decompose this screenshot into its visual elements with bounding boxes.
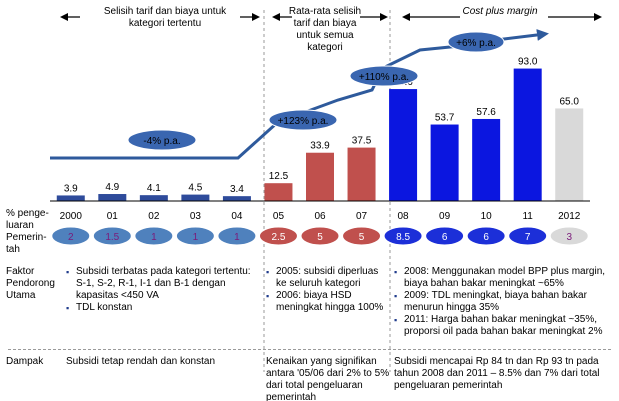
pct-value-09: 6 [442,232,448,243]
pct-oval-11 [508,226,548,246]
category-label-05: 05 [273,211,285,222]
value-label-09: 53.7 [435,113,455,124]
bar-06 [306,152,334,201]
bar-04 [222,196,251,201]
growth-label-4: +6% p.a. [456,38,496,49]
driver-row-label: Faktor Pendorong Utama [6,266,55,301]
growth-label-1: -4% p.a. [143,136,180,147]
bar-02 [139,195,168,201]
driver-item: TDL konstan [66,302,262,314]
pct-value-10: 6 [483,232,489,243]
pct-value-03: 1 [193,232,199,243]
pct-value-05: 2.5 [272,232,286,243]
value-label-05: 12.5 [269,171,289,182]
category-label-04: 04 [231,211,243,222]
driver-item: 2008: Menggunakan model BPP plus margin,… [394,266,616,290]
pct-value-01: 1.5 [105,232,119,243]
driver-item: Subsidi terbatas pada kategori tertentu:… [66,266,262,302]
pct-value-07: 5 [359,232,365,243]
driver-item: 2011: Harga bahan bakar meningkat ~35%, … [394,314,616,338]
pct-value-2000: 2 [68,232,74,243]
value-label-02: 4.1 [147,183,161,194]
bar-01 [98,194,127,201]
drivers-period-1: Subsidi terbatas pada kategori tertentu:… [66,266,262,314]
category-label-10: 10 [481,211,493,222]
pct-oval-2012 [549,226,589,246]
pct-oval-03 [175,226,215,246]
period-1-header: Selisih tarif dan biaya untuk kategori t… [103,6,227,29]
bar-2000 [56,195,85,201]
impact-row-label: Dampak [6,356,44,367]
pct-ovals-layer: 2 1.5 1 1 1 2.5 5 5 8.5 6 6 7 3 [51,226,589,246]
pct-value-06: 5 [317,232,323,243]
pct-value-2012: 3 [566,232,572,243]
pct-value-04: 1 [234,232,240,243]
bar-10 [472,118,501,201]
driver-item: 2006: biaya HSD meningkat hingga 100% [266,290,390,314]
growth-label-3: +110% p.a. [359,72,409,83]
drivers-period-2: 2005: subsidi diperluas ke seluruh kateg… [266,266,390,314]
driver-item: 2005: subsidi diperluas ke seluruh kateg… [266,266,390,290]
drivers-period-3: 2008: Menggunakan model BPP plus margin,… [394,266,616,338]
category-label-08: 08 [398,211,410,222]
value-label-2000: 3.9 [64,183,78,194]
pct-oval-02 [134,226,174,246]
value-label-11: 93.0 [518,57,538,68]
bar-11 [513,68,542,201]
value-label-01: 4.9 [105,182,119,193]
category-label-01: 01 [107,211,119,222]
category-label-2000: 2000 [60,211,83,222]
bar-03 [181,194,210,201]
impact-period-3: Subsidi mencapai Rp 84 tn dan Rp 93 tn p… [394,356,600,391]
pct-row-label: % penge- luaran Pemerin- tah [6,208,49,255]
growth-oval-3 [349,65,419,87]
pct-value-11: 7 [525,232,531,243]
pct-oval-2000 [51,226,91,246]
bar-08 [389,89,418,201]
category-label-03: 03 [190,211,202,222]
bars-layer: 3.9 2000 4.9 01 4.1 02 4.5 03 3.4 04 12.5 05 33.9 06 3… [56,57,584,222]
value-label-06: 33.9 [310,141,330,152]
value-label-2012: 65.0 [559,96,579,107]
period-3-header: Cost plus margin [462,6,538,17]
pct-oval-05 [258,226,298,246]
category-label-2012: 2012 [558,211,581,222]
pct-value-08: 8.5 [396,232,410,243]
bar-2012 [555,108,584,201]
pct-oval-04 [217,226,257,246]
pct-oval-06 [300,226,340,246]
growth-label-2: +123% p.a. [278,116,329,127]
category-label-02: 02 [148,211,160,222]
category-label-06: 06 [314,211,326,222]
value-label-04: 3.4 [230,184,244,195]
pct-oval-08 [383,226,423,246]
growth-labels-layer: -4% p.a. +123% p.a. +110% p.a. +6% p.a. [127,31,505,151]
category-label-09: 09 [439,211,451,222]
value-label-03: 4.5 [188,183,202,194]
growth-oval-1 [127,129,197,151]
pct-oval-09 [425,226,465,246]
driver-item: 2009: TDL meningkat, biaya bahan bakar m… [394,290,616,314]
trend-line [50,29,549,160]
impact-period-1: Subsidi tetap rendah dan konstan [66,356,215,367]
impact-separator [8,349,611,350]
bar-05 [264,183,293,201]
pct-oval-07 [342,226,382,246]
value-label-10: 57.6 [476,107,496,118]
value-label-07: 37.5 [352,136,372,147]
growth-oval-2 [268,109,338,131]
growth-oval-4 [447,31,505,53]
pct-value-02: 1 [151,232,157,243]
pct-oval-01 [92,226,132,246]
pct-oval-10 [466,226,506,246]
impact-period-2: Kenaikan yang signifikan antara '05/06 d… [266,356,390,401]
category-label-11: 11 [522,211,533,222]
bar-07 [347,147,376,201]
category-label-07: 07 [356,211,368,222]
period-2-header: Rata-rata selisih tarif dan biaya untuk … [288,6,362,53]
bar-09 [430,124,459,201]
